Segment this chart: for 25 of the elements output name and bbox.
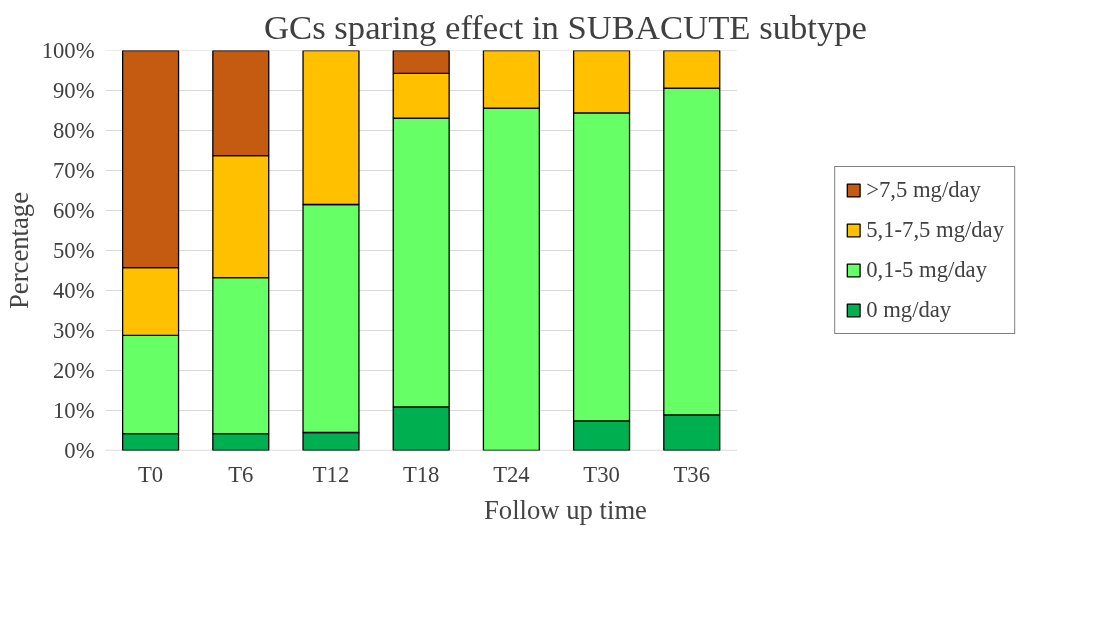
legend-label: >7,5 mg/day bbox=[866, 177, 981, 203]
y-tick-label: 100% bbox=[41, 38, 95, 63]
legend-label: 5,1-7,5 mg/day bbox=[866, 217, 1004, 243]
chart-title: GCs sparing effect in SUBACUTE subtype bbox=[264, 7, 867, 46]
y-tick-label: 40% bbox=[52, 278, 95, 303]
y-axis-title: Percentage bbox=[3, 192, 34, 309]
legend-label: 0 mg/day bbox=[866, 297, 952, 323]
y-tick-label: 10% bbox=[52, 398, 95, 423]
legend-label: 0,1-5 mg/day bbox=[866, 257, 988, 283]
x-axis-title: Follow up time bbox=[484, 494, 647, 525]
y-tick-label: 20% bbox=[52, 358, 95, 383]
y-tick-label: 70% bbox=[52, 158, 95, 183]
x-tick-label: T0 bbox=[138, 461, 164, 487]
y-tick-label: 90% bbox=[52, 78, 95, 103]
y-tick-label: 0% bbox=[64, 438, 95, 463]
x-tick-label: T24 bbox=[493, 461, 530, 487]
x-tick-label: T30 bbox=[583, 461, 620, 487]
x-tick-label: T18 bbox=[402, 461, 440, 487]
x-tick-label: T12 bbox=[312, 461, 350, 487]
y-tick-label: 50% bbox=[52, 238, 95, 263]
x-tick-label: T36 bbox=[673, 461, 711, 487]
x-tick-label: T6 bbox=[228, 461, 254, 487]
y-tick-label: 60% bbox=[52, 198, 95, 223]
y-tick-label: 30% bbox=[52, 318, 95, 343]
y-tick-label: 80% bbox=[52, 118, 95, 143]
